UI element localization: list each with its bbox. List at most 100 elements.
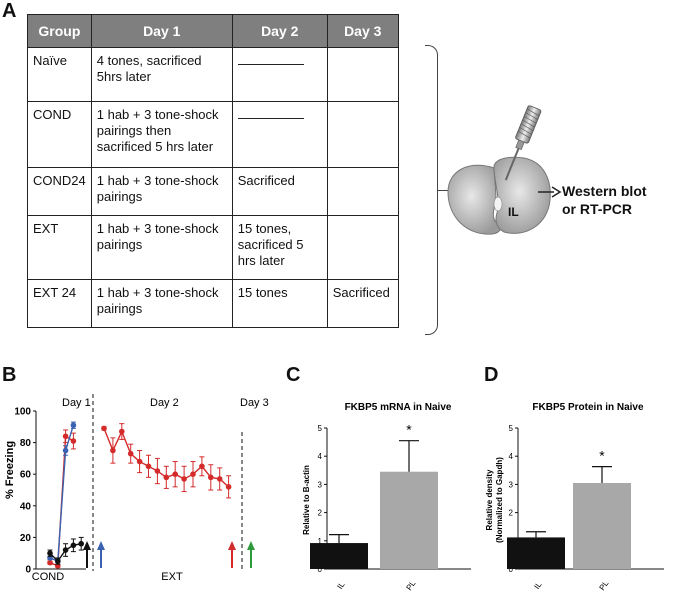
y-tick-label: 3 (318, 480, 323, 489)
output-label-line2: or RT-PCR (562, 201, 632, 217)
chart-title: FKBP5 Protein in Naive (532, 402, 644, 413)
data-point (145, 463, 152, 470)
data-point (47, 559, 53, 566)
data-point (127, 450, 134, 457)
y-tick-label: 4 (509, 452, 514, 461)
table-row: COND 1 hab + 3 tone-shock pairings then … (27, 101, 399, 168)
data-point (110, 447, 116, 454)
cell-day1: 1 hab + 3 tone-shock pairings (90, 279, 233, 328)
data-point (47, 550, 53, 556)
y-tick-label: 60 (20, 470, 32, 481)
x-tick-label: IL (532, 580, 544, 591)
session-label-day2: Day 2 (150, 397, 179, 409)
header-day3: Day 3 (326, 14, 399, 48)
protocol-table: Group Day 1 Day 2 Day 3 Naïve 4 tones, s… (27, 14, 399, 328)
significance-marker: * (406, 422, 412, 438)
cell-day2 (231, 101, 328, 168)
bar-il (507, 537, 565, 569)
panel-label-b: B (2, 364, 17, 386)
panel-label-c: C (286, 364, 301, 386)
arrow-right-icon (551, 186, 562, 198)
panel-label-a: A (2, 0, 17, 22)
cell-group: EXT (27, 215, 92, 280)
data-point (55, 558, 61, 564)
data-point (62, 447, 69, 454)
phase-label-ext: EXT (161, 571, 183, 583)
cell-group: Naïve (27, 47, 92, 102)
session-label-day1: Day 1 (62, 397, 91, 409)
bracket-connector (437, 190, 449, 191)
data-point (208, 474, 214, 481)
y-axis-label: % Freezing (4, 441, 16, 499)
cell-group: COND24 (27, 167, 92, 216)
session-label-day3: Day 3 (240, 397, 269, 409)
arrow-head-icon (247, 541, 255, 550)
y-axis-label: Relative density (485, 469, 494, 530)
y-tick-label: 0 (509, 565, 514, 574)
significance-marker: * (599, 448, 605, 464)
table-row: Naïve 4 tones, sacrificed 5hrs later (27, 47, 399, 102)
region-label-il: IL (508, 205, 519, 219)
series-line (49, 425, 75, 563)
data-point (119, 428, 125, 435)
chart-c-mrna: FKBP5 mRNA in Naive Relative to B-actin … (302, 402, 471, 591)
arrow-head-icon (97, 541, 105, 550)
y-tick-label: 0 (318, 565, 323, 574)
y-tick-label: 100 (14, 407, 31, 418)
y-tick-label: 2 (318, 509, 323, 518)
data-point (62, 433, 69, 440)
blank-line (237, 55, 304, 65)
cell-day2: 15 tones, sacrificed 5 hrs later (231, 215, 328, 280)
y-tick-label: 5 (509, 424, 514, 433)
data-point (62, 547, 69, 553)
y-tick-label: 2 (509, 509, 514, 518)
data-point (101, 425, 107, 432)
brain-illustration: IL Western blot or RT-PCR (447, 105, 647, 235)
cell-day2 (231, 47, 328, 102)
y-axis-label-secondary: (Normalized to Gapdh) (495, 457, 504, 543)
brain-section-icon (447, 156, 551, 235)
table-header-row: Group Day 1 Day 2 Day 3 (27, 14, 399, 48)
chart-title: FKBP5 mRNA in Naive (345, 402, 452, 413)
data-point (163, 474, 170, 481)
arrow-head-icon (228, 541, 236, 550)
chart-d-protein: FKBP5 Protein in Naive Relative density … (485, 402, 664, 591)
cell-day3: Sacrificed (326, 279, 399, 328)
phase-label-cond: COND (32, 571, 64, 583)
cannula-icon (504, 105, 542, 181)
y-tick-label: 0 (25, 565, 31, 576)
arrow-head-icon (83, 541, 91, 550)
data-point (225, 484, 232, 490)
data-point (70, 542, 77, 549)
cell-day3 (326, 101, 399, 168)
table-row: EXT 24 1 hab + 3 tone-shock pairings 15 … (27, 279, 399, 328)
cell-day3 (326, 47, 399, 102)
cell-day3 (326, 215, 399, 280)
cell-day1: 1 hab + 3 tone-shock pairings (90, 167, 233, 216)
data-point (78, 540, 84, 547)
bar-il (310, 543, 368, 569)
bar-pl (380, 471, 438, 569)
chart-b-freezing: % Freezing Day 1 Day 2 Day 3 COND EXT 0 2… (4, 394, 269, 583)
blank-line (237, 109, 304, 119)
y-tick-label: 20 (20, 533, 32, 544)
x-tick-label: IL (335, 580, 347, 591)
cell-group: COND (27, 101, 92, 168)
cell-day3 (326, 167, 399, 216)
data-point (190, 471, 196, 477)
output-label-line1: Western blot (562, 183, 647, 199)
x-tick-label: PL (597, 579, 610, 591)
table-row: EXT 1 hab + 3 tone-shock pairings 15 ton… (27, 215, 399, 280)
y-tick-label: 4 (318, 452, 323, 461)
data-point (181, 476, 187, 482)
bar-pl (573, 482, 631, 569)
header-day2: Day 2 (231, 14, 328, 48)
cell-day2: Sacrificed (231, 167, 328, 216)
cell-day1: 1 hab + 3 tone-shock pairings then sacri… (90, 101, 233, 168)
panel-label-d: D (484, 364, 499, 386)
cell-group: EXT 24 (27, 279, 92, 328)
header-day1: Day 1 (90, 14, 233, 48)
data-point (70, 438, 77, 444)
header-group: Group (27, 14, 92, 48)
x-tick-label: PL (404, 579, 417, 591)
